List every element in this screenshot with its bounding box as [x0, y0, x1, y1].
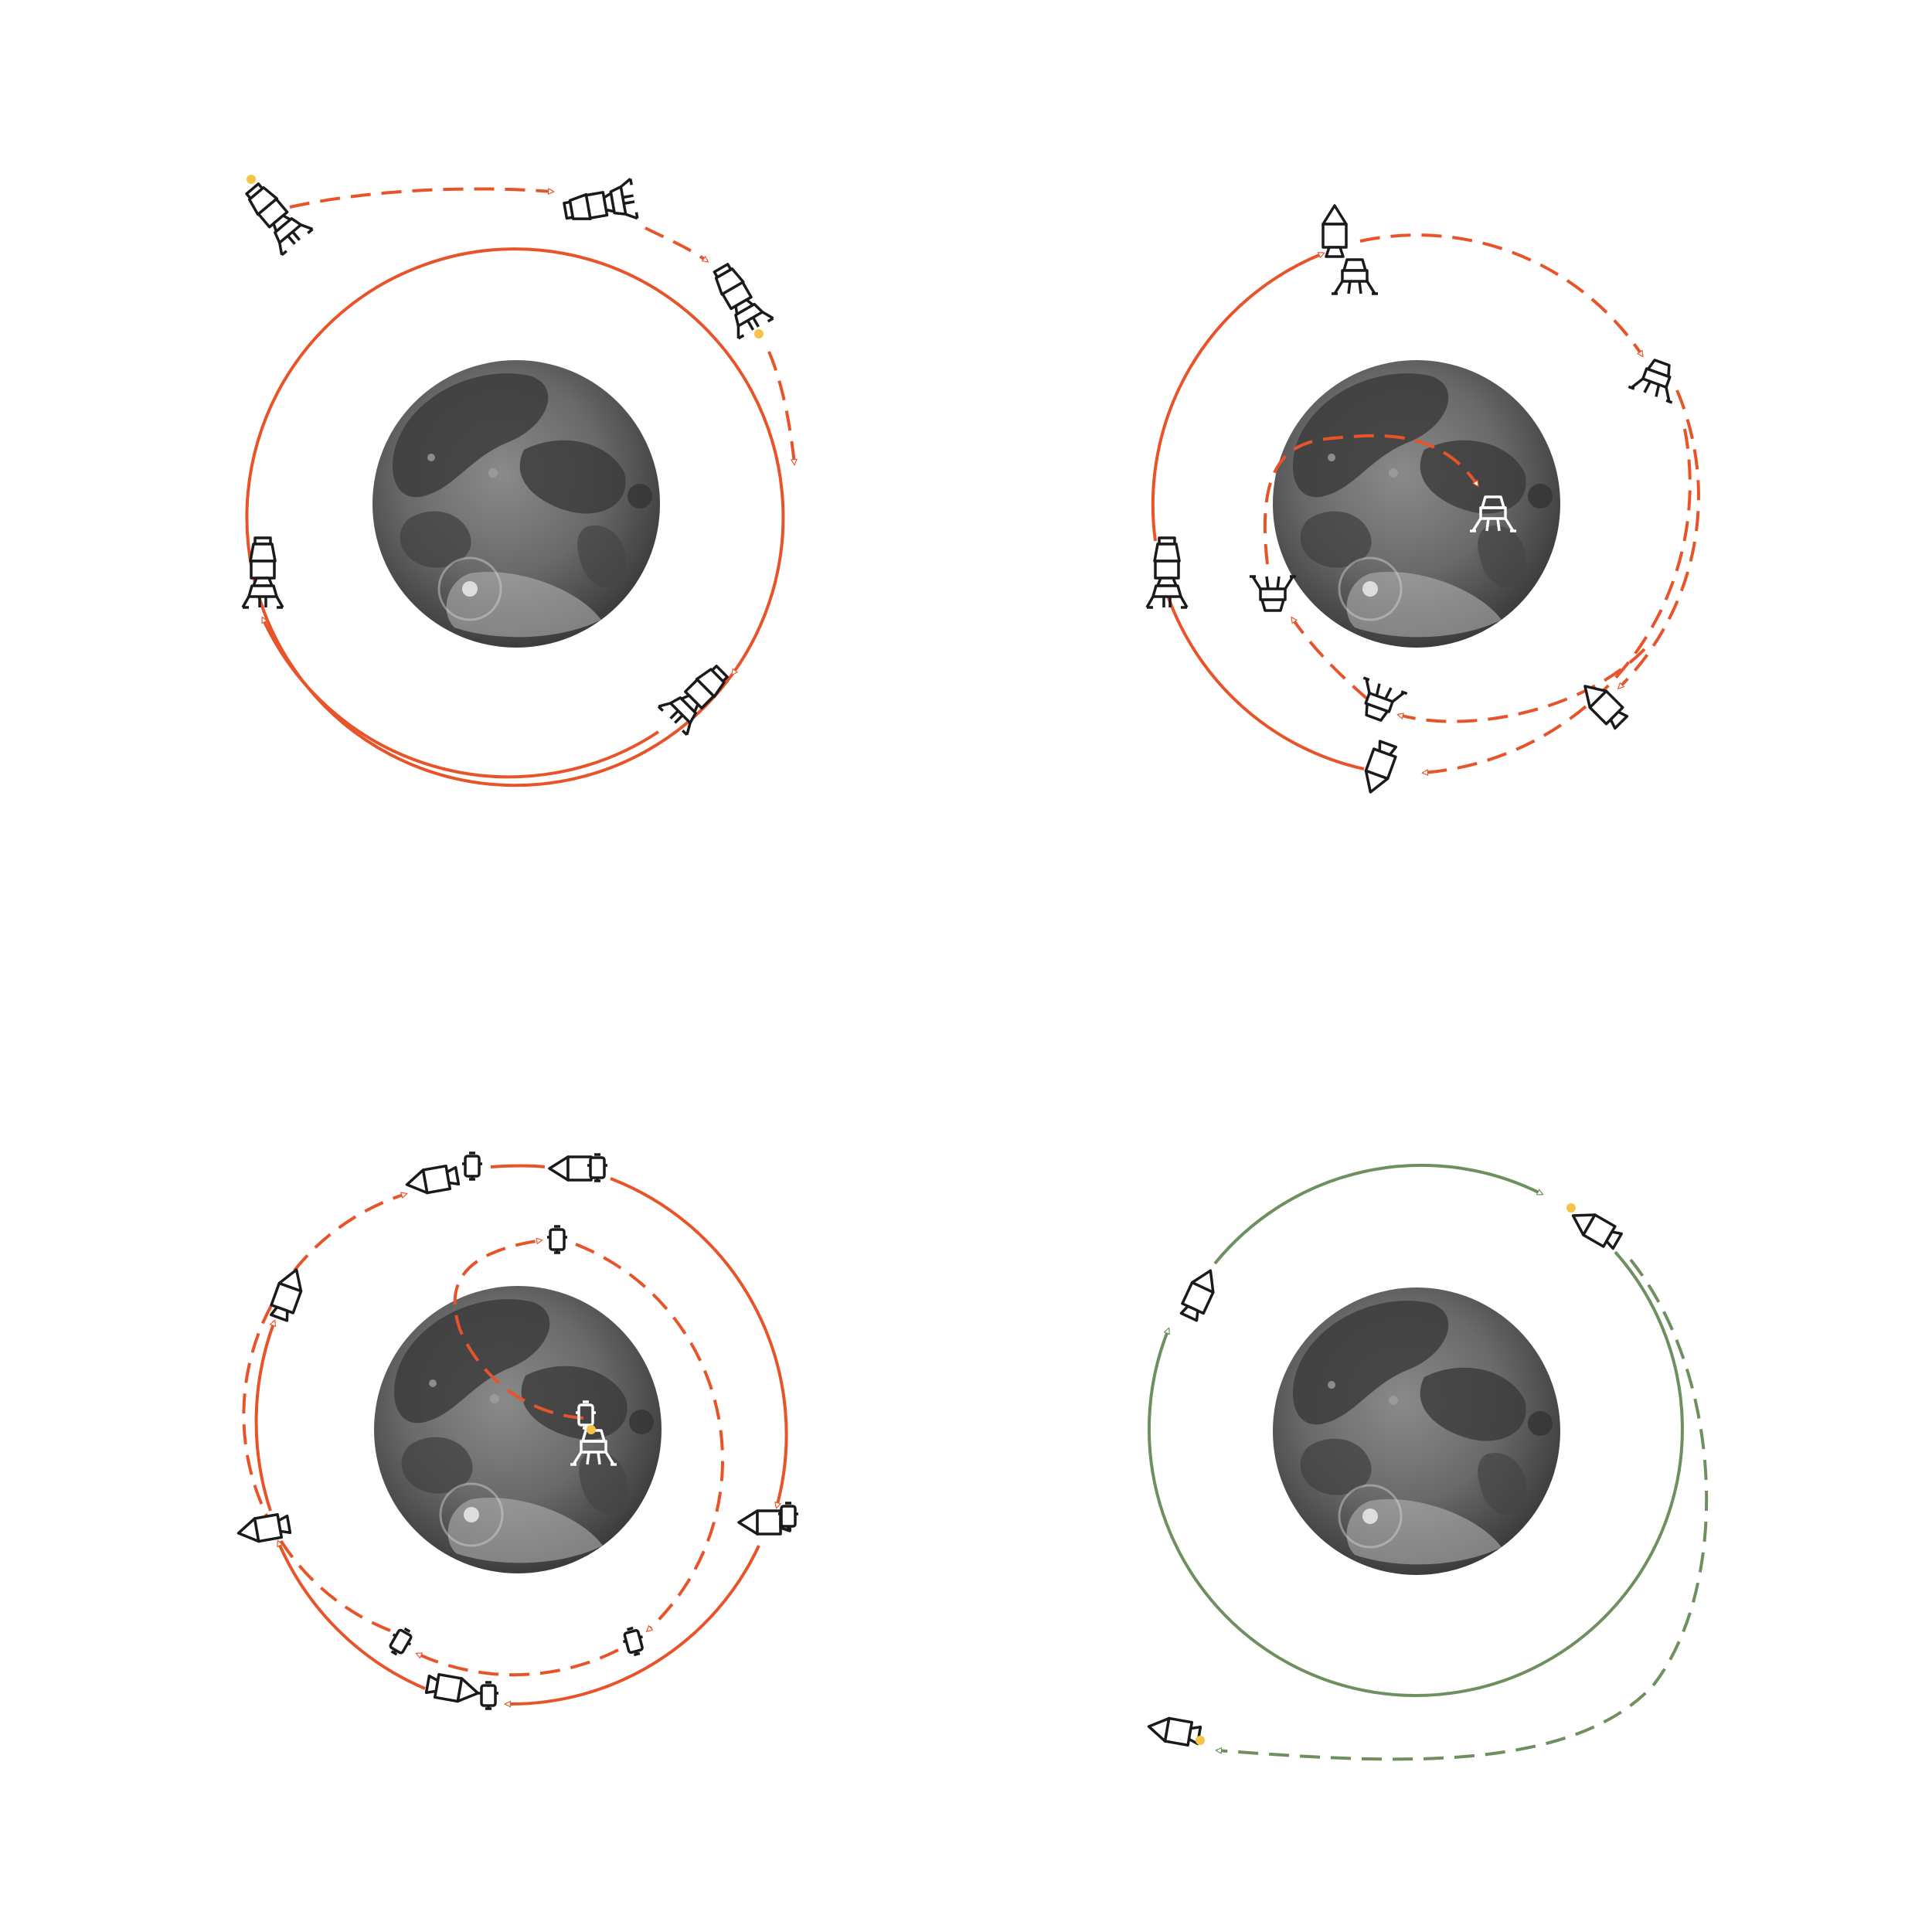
moon-icon	[371, 359, 662, 649]
moon-icon	[372, 1284, 663, 1575]
command-module-icon	[403, 1162, 461, 1198]
command-module-icon	[1566, 1204, 1624, 1253]
ascent-stage-icon	[461, 1151, 484, 1181]
csm-orbit-left-upper	[254, 1321, 274, 1512]
lunar-module-icon	[1330, 258, 1379, 295]
thruster-flame-icon	[1566, 1203, 1576, 1213]
lander-descent-orbit	[1619, 389, 1700, 688]
command-module-icon	[1145, 1713, 1202, 1749]
csm-orbit	[1165, 593, 1365, 770]
lunar-module-icon	[1350, 676, 1409, 727]
lander-low-orbit	[1399, 648, 1646, 723]
thruster-flame-icon	[1196, 1736, 1205, 1745]
csm-orbit-bottom	[506, 1545, 760, 1704]
panel-trans-earth-injection	[1145, 1163, 1709, 1761]
approach-trajectory-a	[289, 187, 553, 209]
thruster-flame-icon	[247, 175, 256, 184]
panel-lunar-orbit-insertion	[236, 174, 794, 787]
return-orbit-upper	[1213, 1163, 1542, 1265]
ascent-stage-icon	[586, 1153, 609, 1182]
ascent-stage-icon	[477, 1681, 500, 1710]
trans-earth-trajectory	[1217, 1258, 1709, 1761]
command-module-icon	[235, 1511, 292, 1546]
panel-ascent-and-rendezvous	[235, 1151, 800, 1710]
parking-orbit	[261, 618, 660, 779]
csm-orbit-right	[610, 1177, 788, 1507]
orbit-solid	[245, 247, 785, 787]
moon-icon	[1271, 1286, 1562, 1577]
csm-orbit-left	[277, 1542, 426, 1690]
ascent-path	[453, 1240, 584, 1420]
csm-lm-stack-icon	[657, 655, 738, 736]
csm-return-arc	[1423, 428, 1692, 773]
ascent-stage-icon	[777, 1502, 800, 1531]
ascent-stage-icon	[619, 1624, 648, 1658]
rendezvous-approach	[242, 1194, 406, 1632]
thruster-flame-icon	[754, 329, 764, 338]
command-module-icon	[1358, 739, 1400, 798]
lunar-module-icon	[1248, 575, 1298, 612]
lunar-module-icon	[1627, 353, 1685, 404]
panel-lander-separation-and-descent	[1145, 204, 1700, 798]
csm-orbit-upper	[1151, 253, 1323, 542]
moon-icon	[1271, 359, 1562, 649]
lander-low-orbit-b	[1292, 618, 1369, 701]
powered-descent	[1263, 434, 1478, 565]
approach-trajectory-c	[767, 351, 794, 464]
return-orbit-lower	[1148, 1250, 1684, 1697]
csm-lm-stack-icon	[560, 177, 639, 232]
approach-trajectory-b	[645, 226, 707, 261]
command-module-icon	[1321, 204, 1348, 258]
command-module-icon	[267, 1264, 309, 1323]
command-module-icon	[1177, 1264, 1223, 1324]
ascent-orbit-bottom	[417, 1648, 619, 1677]
csm-orbit-top	[490, 1164, 546, 1168]
csm-lm-stack-icon	[702, 257, 775, 340]
thruster-flame-icon	[587, 1425, 596, 1434]
command-module-icon	[424, 1671, 481, 1706]
csm-lm-stack-icon	[1145, 536, 1189, 609]
ascent-stage-icon	[546, 1225, 569, 1254]
csm-coast	[1359, 233, 1642, 355]
ascent-orbit-right	[575, 1243, 724, 1631]
csm-lm-stack-icon	[236, 174, 315, 257]
